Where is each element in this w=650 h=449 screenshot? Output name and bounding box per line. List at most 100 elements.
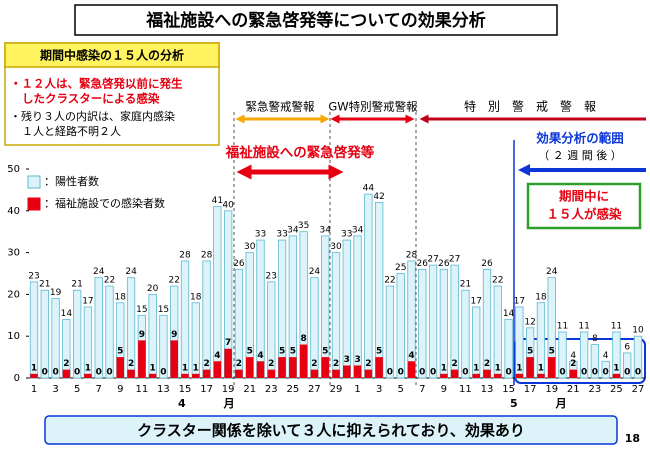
value-label: 30 [244,242,256,252]
analysis-line: ・１２人は、緊急啓発以前に発生 [10,77,183,91]
bar [494,373,502,378]
bar [235,369,243,378]
facility-value-label: 0 [106,368,112,378]
value-label: 15 [158,305,169,315]
value-label: 22 [104,276,115,286]
value-label: 15 [136,305,147,315]
x-tick-label: 3 [52,384,58,395]
facility-value-label: 0 [462,368,468,378]
chart-title: 福祉施設への緊急啓発等についての効果分析 [145,10,486,31]
value-label: 27 [427,255,438,265]
value-label: 21 [39,280,50,290]
campaign-label: 福祉施設への緊急啓発等 [225,144,375,161]
facility-value-label: 2 [365,359,371,369]
bar [450,369,459,378]
value-label: 6 [624,342,630,352]
bar [116,357,125,378]
bar [633,335,643,379]
facility-value-label: 1 [150,363,156,373]
bar [569,369,578,378]
bar [343,365,351,378]
bar [547,357,556,378]
bar [332,369,340,378]
x-tick-label: 7 [419,384,425,395]
x-tick-label: 17 [200,384,213,395]
facility-value-label: 0 [581,368,587,378]
bar [385,285,395,379]
value-label: 28 [201,250,213,260]
value-label: 26 [481,259,493,269]
bar [440,373,448,378]
value-label: 26 [233,259,245,269]
y-tick-label: 30 [7,248,20,259]
value-label: 23 [28,271,39,281]
value-label: 4 [603,351,609,361]
x-tick-label: 17 [524,384,537,395]
bar [601,360,610,379]
x-group-label: 5月 [510,397,605,410]
value-label: 28 [406,250,418,260]
facility-value-label: 4 [214,351,220,361]
facility-value-label: 2 [333,359,339,369]
facility-value-label: 0 [505,368,511,378]
y-tick-label: 50 [7,164,20,175]
bar [213,361,222,378]
facility-value-label: 0 [419,368,425,378]
facility-value-label: 7 [225,338,231,348]
value-label: 44 [363,184,375,194]
analysis-header-bg [4,42,220,68]
value-label: 33 [341,230,352,240]
x-tick-label: 23 [265,384,278,395]
legend-swatch [27,197,41,211]
facility-value-label: 3 [344,355,350,365]
bar [289,357,297,378]
y-tick-label: 10 [7,331,20,342]
bar [159,314,168,379]
facility-value-label: 0 [387,368,393,378]
analysis-line: したクラスターによる感染 [22,92,160,106]
value-label: 27 [449,255,460,265]
effect-label: 効果分析の範囲 [536,131,624,146]
x-tick-label: 5 [74,384,80,395]
bar [375,357,383,378]
facility-value-label: 0 [603,368,609,378]
value-label: 40 [222,200,234,210]
bar [483,369,491,378]
bar [407,361,416,378]
bar [127,369,135,378]
facility-value-label: 5 [247,347,253,357]
x-tick-label: 5 [398,384,404,395]
facility-value-label: 9 [139,330,145,340]
facility-value-label: 9 [171,330,177,340]
value-label: 11 [557,322,568,332]
bar [181,373,189,378]
y-tick-label: 20 [7,289,20,300]
facility-value-label: 0 [592,368,598,378]
facility-value-label: 1 [516,363,522,373]
x-tick-label: 19 [222,384,235,395]
facility-value-label: 1 [193,363,199,373]
legend-label: ：福祉施設での感染者数 [44,196,165,210]
facility-value-label: 0 [635,368,641,378]
bar [428,264,438,379]
facility-value-label: 0 [160,368,166,378]
facility-value-label: 2 [268,359,274,369]
facility-value-label: 1 [85,363,91,373]
infected-box [526,182,642,230]
period-label: 特 別 警 戒 警 報 [464,99,596,114]
value-label: 35 [298,221,309,231]
x-tick-label: 13 [157,384,170,395]
facility-value-label: 4 [408,351,414,361]
value-label: 25 [395,263,406,273]
conclusion: クラスター関係を除いて３人に抑えられており、効果あり [137,422,525,440]
value-label: 18 [115,292,127,302]
bar [612,373,621,378]
facility-value-label: 2 [484,359,490,369]
facility-value-label: 0 [624,368,630,378]
period-label: 緊急警戒警報 [246,100,315,114]
value-label: 34 [287,225,299,235]
value-label: 12 [524,317,535,327]
value-label: 8 [592,334,598,344]
facility-value-label: 5 [322,347,328,357]
value-label: 42 [373,192,384,202]
